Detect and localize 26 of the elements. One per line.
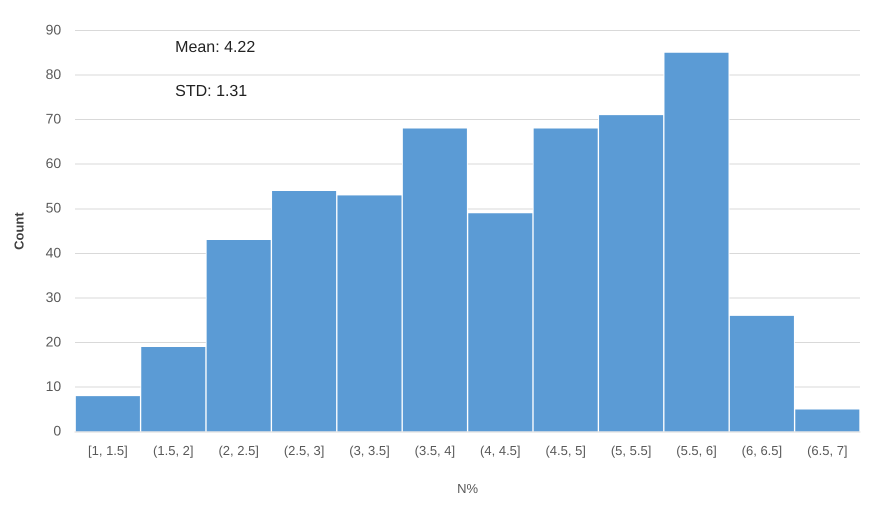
x-tick-label: (4.5, 5]	[545, 443, 586, 458]
annotation: STD: 1.31	[175, 82, 248, 100]
y-tick-label: 50	[46, 200, 62, 216]
y-axis-title: Count	[11, 212, 26, 250]
y-tick-label: 40	[46, 244, 62, 260]
x-tick-label: (2.5, 3]	[284, 443, 324, 458]
y-tick-label: 70	[46, 110, 62, 126]
x-tick-label: (5, 5.5]	[610, 443, 652, 458]
y-tick-label: 80	[46, 66, 62, 82]
y-tick-label: 60	[46, 155, 62, 172]
x-axis-title: N%	[457, 480, 478, 496]
y-tick-label: 30	[46, 288, 62, 305]
x-tick-label: (2, 2.5]	[218, 443, 259, 458]
x-tick-label: (4, 4.5]	[480, 443, 521, 458]
y-tick-label: 10	[46, 378, 62, 394]
x-tick-label: (5.5, 6]	[676, 443, 717, 458]
y-tick-label: 90	[46, 21, 62, 38]
annotation: Mean: 4.22	[175, 38, 256, 56]
x-tick-label: (3, 3.5]	[349, 443, 390, 458]
y-tick-label: 0	[53, 422, 62, 439]
x-tick-label: (6, 6.5]	[742, 443, 782, 458]
y-tick-label: 20	[46, 333, 62, 350]
x-tick-label: (1.5, 2]	[153, 443, 194, 458]
x-tick-label: (6.5, 7]	[807, 443, 848, 458]
x-tick-label: [1, 1.5]	[88, 443, 128, 458]
x-tick-label: (3.5, 4]	[414, 443, 456, 458]
